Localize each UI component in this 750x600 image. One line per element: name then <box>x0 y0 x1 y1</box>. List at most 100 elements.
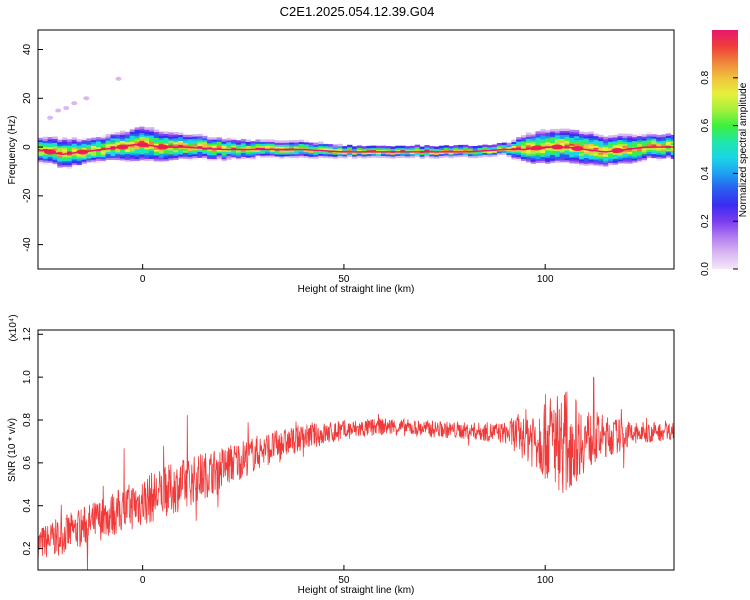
spectrogram-cell <box>458 146 464 150</box>
spectrogram-cell <box>284 155 290 159</box>
spectrogram-cell <box>429 155 435 159</box>
spectrogram-cell <box>202 137 208 141</box>
spectrogram-cell <box>405 151 411 155</box>
spectrogram-cell <box>226 139 232 143</box>
spectrogram-cell <box>516 139 522 142</box>
spectrogram-cell <box>632 144 638 147</box>
spectrogram-cell <box>182 136 189 140</box>
spectrogram-cell <box>525 142 532 145</box>
spectrogram-y-ticks: -40 -20 0 20 40 <box>22 44 43 252</box>
spectrogram-cell <box>105 149 111 153</box>
spectrogram-cell <box>134 146 140 150</box>
spectrogram-cell <box>211 154 218 158</box>
spectrogram-cell <box>192 145 198 149</box>
spectrogram-cell <box>443 145 450 148</box>
spectrogram-cell <box>632 160 638 163</box>
spectrogram-cell <box>622 141 628 144</box>
spectrogram-cell <box>158 141 165 144</box>
spectrogram-cell <box>327 144 334 147</box>
spectrogram-cell <box>91 155 97 158</box>
spectrogram-cell <box>303 145 309 149</box>
spectrogram-cell <box>622 139 628 142</box>
spectrogram-cell <box>134 129 140 132</box>
spectrogram-cell <box>521 146 527 150</box>
spectrogram-cell <box>294 141 300 145</box>
spectrogram-cell <box>574 131 580 135</box>
spectrogram-cell <box>105 136 111 139</box>
spectrogram-cell <box>52 144 58 147</box>
spectrogram-cell <box>120 138 126 141</box>
spectrogram-scatter-point <box>55 108 62 113</box>
spectrogram-cell <box>492 144 498 147</box>
spectrogram-cell <box>550 148 556 151</box>
spectrogram-cell <box>376 147 382 151</box>
spectrogram-cell <box>187 158 193 161</box>
spectrogram-cell <box>405 146 411 149</box>
spectrogram-cell <box>197 149 203 152</box>
spectrogram-cell <box>173 147 179 151</box>
spectrogram-cell <box>617 155 623 158</box>
spectrogram-cell <box>240 140 247 144</box>
spectrogram-cell <box>593 153 599 156</box>
spectrogram-cell <box>463 154 469 157</box>
spectrogram-cell <box>178 148 184 151</box>
spectrogram-cell <box>86 152 92 155</box>
spectrogram-cell <box>463 144 469 148</box>
spectrogram-cell <box>62 151 68 154</box>
spectrogram-cell <box>124 131 131 135</box>
spectrogram-cell <box>661 155 667 159</box>
spectrogram-cell <box>670 154 674 157</box>
spectrogram-x-tick-label: 0 <box>140 274 146 285</box>
spectrogram-cell <box>144 154 150 158</box>
spectrogram-cell <box>76 160 82 164</box>
spectrogram-cell <box>608 152 614 156</box>
spectrogram-cell <box>86 154 92 157</box>
spectrogram-cell <box>134 145 140 148</box>
spectrogram-cell <box>646 143 652 147</box>
spectrogram-cell <box>540 154 546 157</box>
spectrogram-cell <box>303 149 309 153</box>
spectrogram-cell <box>100 143 107 146</box>
spectrogram-cell <box>265 143 271 146</box>
spectrogram-cell <box>622 145 628 148</box>
spectrogram-cell <box>120 152 126 155</box>
spectrogram-cell <box>651 136 657 139</box>
spectrogram-cell <box>472 146 478 149</box>
spectrogram-cell <box>409 153 416 157</box>
spectrogram-cell <box>124 149 131 152</box>
spectrogram-cell <box>637 157 643 160</box>
spectrogram-cell <box>564 128 570 132</box>
spectrogram-cell <box>120 142 126 145</box>
spectrogram-cell <box>202 151 208 154</box>
spectrogram-cell <box>318 153 324 156</box>
spectrogram-cell <box>284 150 290 153</box>
spectrogram-cell <box>323 145 329 149</box>
spectrogram-cell <box>250 141 256 144</box>
spectrogram-cell <box>593 162 599 166</box>
spectrogram-cell <box>608 160 614 164</box>
spectrogram-cell <box>71 143 78 146</box>
spectrogram-cell <box>71 147 78 150</box>
spectrogram-cell <box>173 157 179 160</box>
spectrogram-cell <box>294 153 300 157</box>
spectrogram-cells <box>38 76 674 170</box>
spectrogram-cell <box>627 137 633 141</box>
spectrogram-cell <box>598 148 604 151</box>
spectrogram-cell <box>540 142 546 146</box>
spectrogram-cell <box>496 150 503 154</box>
spectrogram-cell <box>255 153 261 156</box>
spectrogram-cell <box>545 155 551 158</box>
spectrogram-cell <box>240 154 247 157</box>
spectrogram-cell <box>289 142 295 145</box>
snr-y-tick-label: 0.2 <box>22 541 33 555</box>
spectrogram-cell <box>323 151 329 155</box>
spectrogram-cell <box>192 141 198 145</box>
spectrogram-cell <box>71 137 78 140</box>
spectrogram-cell <box>216 156 222 160</box>
spectrogram-cell <box>598 160 604 163</box>
spectrogram-cell <box>57 161 63 164</box>
spectrogram-cell <box>521 154 527 158</box>
spectrogram-cell <box>598 134 604 138</box>
spectrogram-cell <box>168 138 174 141</box>
spectrogram-cell <box>550 160 556 163</box>
